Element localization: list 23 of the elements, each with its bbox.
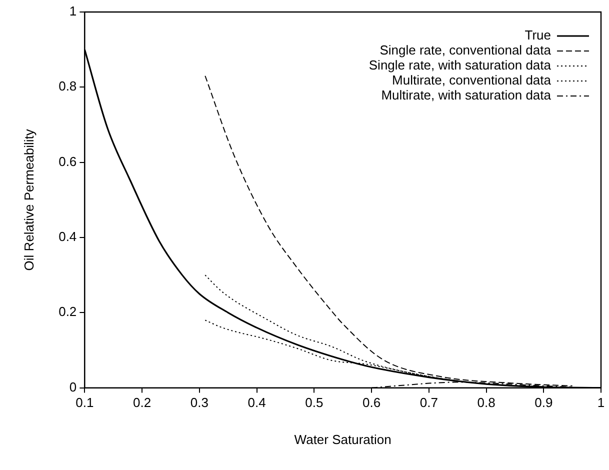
- x-tick-label: 0.1: [76, 395, 94, 410]
- y-axis-title: Oil Relative Permeability: [21, 128, 36, 271]
- y-tick-label: 0.4: [58, 229, 77, 244]
- x-tick-label: 0.2: [133, 395, 152, 410]
- y-tick-label: 0.6: [58, 154, 77, 169]
- x-tick-label: 0.3: [190, 395, 208, 410]
- legend-label: Single rate, conventional data: [380, 42, 552, 58]
- x-tick-label: 0.7: [420, 395, 438, 410]
- x-axis-title: Water Saturation: [294, 432, 392, 447]
- y-tick-label: 0.2: [58, 304, 77, 320]
- y-tick-label: 0.8: [58, 78, 77, 94]
- x-tick-label: 0.8: [477, 395, 496, 410]
- x-tick-label: 1: [597, 395, 605, 410]
- legend-label: Multirate, conventional data: [392, 72, 552, 88]
- legend-label: True: [524, 28, 551, 43]
- y-tick-label: 0: [69, 379, 77, 394]
- x-tick-label: 0.9: [534, 395, 553, 410]
- y-tick-label: 1: [69, 4, 77, 19]
- legend-label: Single rate, with saturation data: [368, 58, 552, 73]
- x-tick-label: 0.4: [248, 395, 266, 410]
- x-tick-label: 0.5: [305, 395, 324, 410]
- legend-label: Multirate, with saturation data: [381, 88, 552, 103]
- x-tick-label: 0.6: [362, 395, 381, 410]
